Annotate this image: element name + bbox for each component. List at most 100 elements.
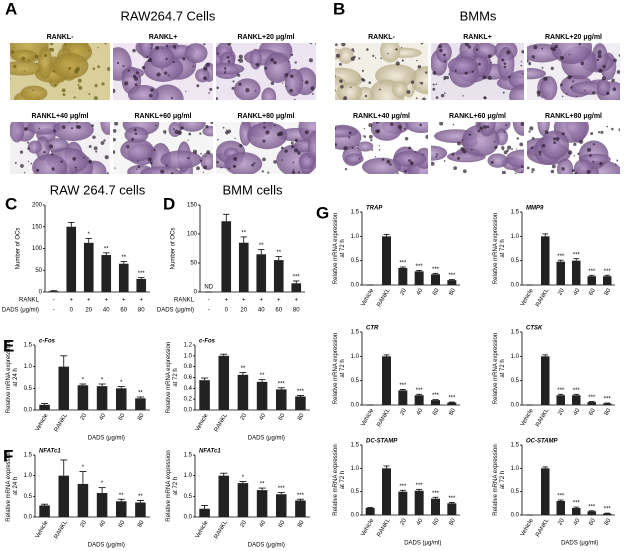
speck	[160, 169, 165, 174]
speck	[551, 164, 556, 169]
cell	[149, 46, 174, 69]
speck	[77, 78, 82, 83]
bar	[295, 396, 306, 410]
speck	[537, 93, 541, 97]
y-tick-label: 1.0	[351, 234, 360, 240]
speck	[149, 161, 153, 165]
speck	[507, 145, 512, 150]
speck	[27, 160, 30, 162]
speck	[48, 144, 54, 149]
row-value: +	[259, 298, 263, 304]
bar	[447, 503, 457, 515]
speck	[522, 73, 524, 75]
speck	[419, 81, 421, 84]
bar	[447, 402, 457, 405]
speck	[387, 52, 389, 55]
row-value: 60	[120, 308, 127, 314]
speck	[187, 139, 189, 141]
y-tick-label: 1.5	[511, 330, 520, 336]
y-axis-label: at 72 h	[340, 359, 346, 377]
row-value: 80	[293, 308, 300, 314]
x-tick-label: RANKL	[214, 519, 230, 540]
significance: ***	[604, 507, 612, 513]
speck	[192, 65, 195, 68]
speck	[611, 78, 615, 83]
x-tick-label: 60	[432, 407, 441, 416]
speck	[188, 132, 192, 136]
speck	[561, 95, 564, 98]
speck	[435, 83, 438, 85]
bar	[237, 374, 249, 410]
speck	[409, 161, 414, 166]
bar	[39, 505, 50, 517]
significance: ***	[432, 393, 440, 399]
significance: ***	[297, 493, 305, 499]
speck	[92, 135, 96, 139]
speck	[566, 93, 568, 95]
speck	[93, 96, 98, 100]
speck	[351, 48, 355, 51]
speck	[30, 162, 33, 165]
bar	[414, 271, 424, 285]
speck	[371, 149, 374, 151]
y-tick-label: 50	[190, 261, 197, 267]
speck	[182, 57, 186, 61]
y-axis-label: Number of OCs	[171, 228, 177, 270]
speck	[378, 144, 380, 147]
speck	[348, 136, 351, 139]
speck	[122, 65, 125, 68]
speck	[462, 139, 464, 141]
image-label: RANKL+20 μg/ml	[545, 34, 602, 41]
speck	[531, 171, 534, 174]
speck	[602, 64, 606, 69]
speck	[483, 96, 487, 100]
bar	[556, 501, 566, 515]
speck	[222, 126, 225, 129]
cell	[307, 130, 316, 162]
significance: ***	[448, 496, 456, 502]
bar	[556, 395, 566, 405]
image-label: RANKL-	[368, 34, 395, 41]
speck	[273, 124, 276, 127]
speck	[292, 161, 295, 164]
speck	[62, 93, 66, 97]
cell	[195, 68, 210, 83]
speck	[335, 89, 337, 92]
speck	[376, 129, 381, 133]
y-tick-label: 1.0	[351, 466, 360, 472]
speck	[264, 66, 268, 70]
annotation: ND	[204, 285, 213, 291]
speck	[432, 83, 435, 86]
y-tick-label: 0.0	[24, 408, 33, 414]
speck	[400, 47, 403, 49]
speck	[520, 122, 524, 127]
speck	[419, 123, 423, 127]
image-label: RANKL+20 μg/ml	[238, 34, 295, 41]
speck	[200, 159, 203, 162]
x-tick-label: 40	[573, 287, 582, 296]
row-value: -	[208, 308, 210, 314]
significance: *	[101, 378, 104, 384]
panel-letter: D	[163, 194, 175, 213]
y-tick-label: 1.2	[184, 343, 193, 349]
speck	[135, 168, 138, 170]
bar	[382, 236, 391, 285]
speck	[10, 50, 15, 54]
cell	[508, 70, 524, 90]
significance: ***	[557, 494, 565, 500]
speck	[598, 68, 603, 73]
speck	[290, 141, 294, 145]
speck	[468, 133, 472, 136]
speck	[280, 146, 284, 150]
speck	[49, 43, 54, 46]
speck	[263, 122, 266, 124]
speck	[270, 57, 275, 62]
speck	[528, 130, 531, 133]
speck	[350, 56, 355, 61]
significance: **	[276, 250, 281, 256]
speck	[443, 53, 446, 57]
bar	[556, 261, 566, 285]
speck	[351, 146, 354, 149]
speck	[416, 59, 418, 62]
bar	[218, 475, 230, 517]
